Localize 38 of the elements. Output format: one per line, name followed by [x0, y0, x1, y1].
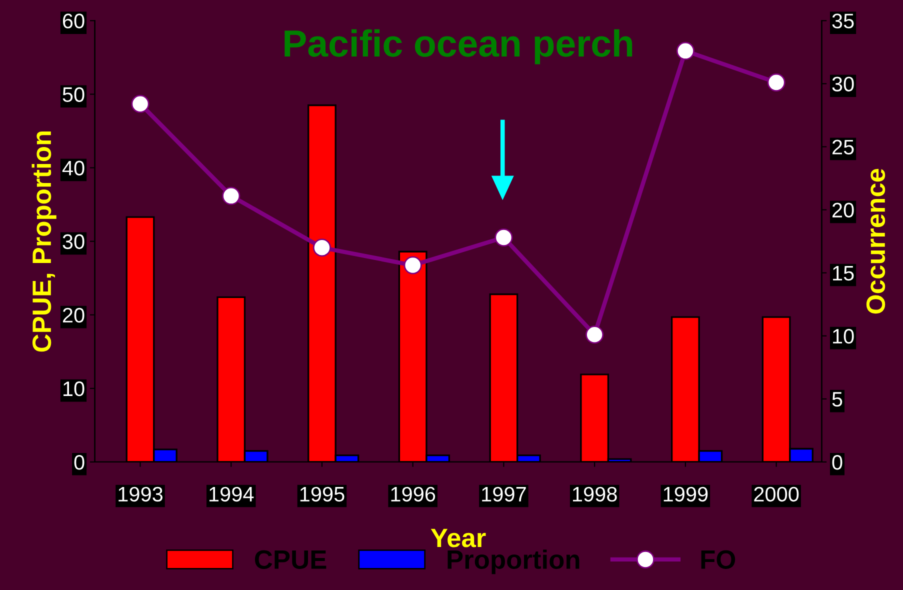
point	[131, 94, 150, 113]
x-tick-label: 2000	[754, 486, 799, 502]
chart-title: Pacific ocean perch	[284, 29, 632, 64]
y2-axis-title: Occurrence	[866, 168, 886, 314]
point	[222, 186, 240, 205]
y2-tick-label: 20	[832, 202, 854, 218]
y-tick-label: 60	[62, 14, 84, 28]
y-tick-label: 40	[62, 160, 84, 176]
point	[312, 238, 332, 257]
legend-label: FO	[701, 550, 736, 569]
point	[404, 256, 422, 274]
point	[494, 228, 513, 247]
x-tick-label: 1998	[572, 486, 617, 502]
y2-tick-label: 15	[833, 266, 854, 281]
x-tick-label: 1995	[300, 486, 344, 502]
y-tick-label: 50	[62, 87, 84, 102]
point	[676, 42, 694, 60]
legend-label: CPUE	[254, 550, 326, 569]
x-tick-label: 1994	[210, 486, 254, 502]
y-axis-title: CPUE, Proportion	[32, 132, 56, 352]
x-tick-label: 1993	[118, 486, 163, 502]
y-tick-label: 10	[64, 381, 84, 396]
y2-tick-label: 25	[832, 140, 854, 154]
x-tick-label: 1996	[391, 486, 436, 502]
y-tick-label: 30	[62, 234, 84, 250]
y2-tick-label: 35	[832, 14, 854, 28]
x-tick-label: 1997	[482, 486, 526, 502]
y2-tick-label: 0	[832, 454, 842, 470]
x-axis-title: Year	[430, 528, 486, 548]
y2-tick-label: 30	[832, 76, 854, 92]
legend-label: Proportion	[448, 550, 580, 574]
y2-tick-label: 5	[832, 392, 842, 407]
y2-tick-label: 10	[833, 328, 854, 344]
y-tick-label: 0	[74, 454, 84, 470]
x-tick-label: 1999	[664, 486, 708, 502]
y-tick-label: 20	[62, 308, 84, 323]
point	[586, 326, 604, 344]
point	[767, 73, 786, 92]
